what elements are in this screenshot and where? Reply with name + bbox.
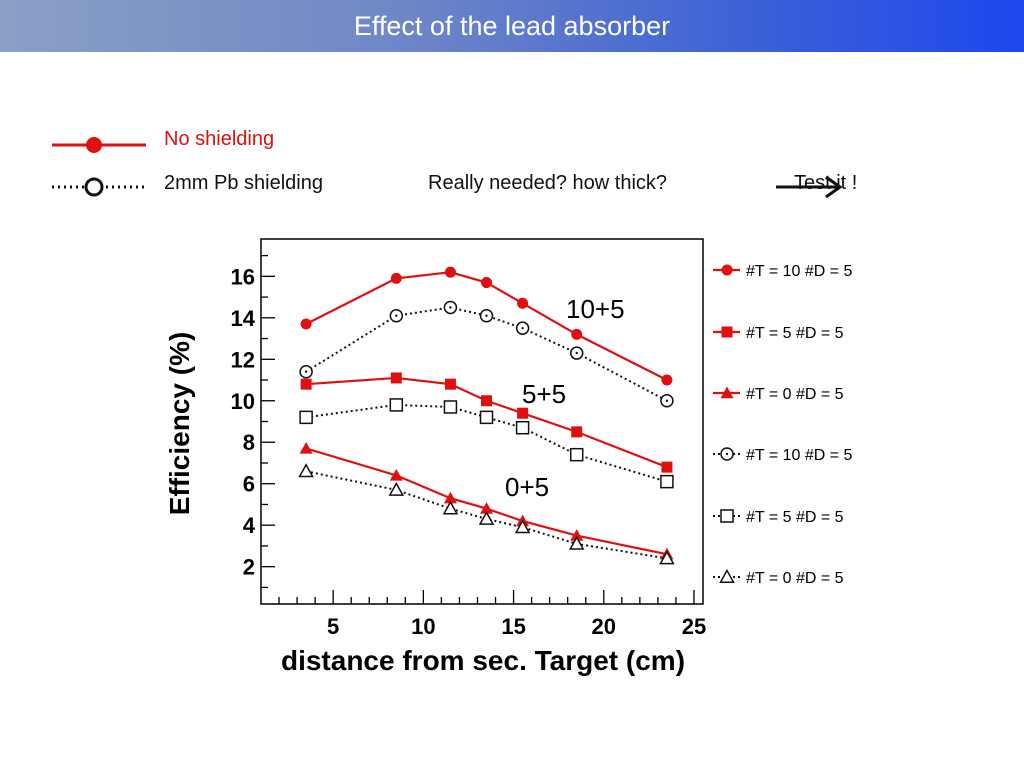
data-point-s6 (568, 535, 585, 550)
x-tick-label: 20 (592, 614, 616, 639)
data-point-s2 (661, 461, 673, 473)
data-point-s5 (299, 410, 313, 425)
data-point-s5 (443, 400, 458, 414)
data-point-s5 (389, 398, 404, 412)
data-point-s1 (300, 318, 312, 330)
legend-marker-3 (720, 386, 734, 399)
data-point-s5 (660, 474, 674, 489)
data-point-s2 (571, 426, 583, 438)
x-tick-label: 10 (411, 614, 435, 639)
legend-marker-6 (719, 568, 735, 583)
data-point-s6 (442, 500, 459, 515)
group-annotation: 10+5 (566, 294, 625, 324)
legend-entry-label: #T = 10 #D = 5 (746, 263, 853, 280)
group-annotation: 5+5 (522, 379, 566, 409)
data-point-s2 (517, 407, 529, 419)
data-point-s3 (299, 441, 313, 454)
data-point-s6 (298, 463, 314, 478)
y-tick-label: 12 (231, 347, 255, 372)
data-point-s3 (480, 502, 494, 514)
y-tick-label: 10 (231, 389, 255, 414)
data-point-s2 (390, 372, 402, 384)
data-point-s1 (481, 277, 493, 289)
data-point-s4-dot (304, 370, 308, 373)
x-axis-label: distance from sec. Target (cm) (281, 645, 685, 676)
data-point-s5 (569, 447, 584, 462)
data-point-s2 (481, 395, 493, 407)
data-point-s1 (444, 266, 456, 278)
data-point-s4-dot (665, 399, 669, 402)
y-tick-label: 14 (231, 306, 256, 331)
legend-marker-4-dot (725, 452, 729, 456)
y-axis-label: Efficiency (%) (164, 332, 195, 516)
slide-title: Effect of the lead absorber (353, 11, 671, 41)
data-point-s6 (514, 519, 531, 534)
data-point-s1 (571, 328, 583, 340)
x-tick-label: 5 (327, 614, 339, 639)
data-point-s4-dot (521, 326, 524, 330)
pb-shielding-marker-sample (84, 177, 104, 197)
question-text: Really needed? how thick? (428, 172, 668, 194)
data-point-s4-dot (395, 314, 398, 317)
legend-marker-5 (720, 509, 734, 523)
y-tick-label: 4 (243, 513, 256, 538)
style-legend-samples (52, 137, 146, 197)
pb-shielding-label: 2mm Pb shielding (164, 172, 323, 194)
data-point-s1 (390, 272, 402, 284)
data-point-s2 (300, 378, 312, 390)
data-point-s3 (389, 468, 403, 481)
legend-marker-2 (721, 326, 733, 338)
no-shielding-marker-sample (86, 137, 102, 153)
y-tick-label: 2 (243, 555, 255, 580)
legend-marker-1 (721, 264, 733, 276)
data-point-s2 (444, 378, 456, 390)
data-point-s5 (515, 420, 530, 435)
legend-entry-label: #T = 5 #D = 5 (746, 325, 844, 342)
x-tick-label: 15 (501, 614, 525, 639)
plot-area (260, 238, 704, 605)
legend-entry-label: #T = 5 #D = 5 (746, 509, 844, 526)
title-bar (0, 0, 1024, 52)
y-tick-label: 16 (231, 264, 255, 289)
data-point-s4-dot (575, 351, 578, 355)
group-annotation: 0+5 (505, 472, 549, 502)
data-point-s6 (659, 550, 675, 565)
data-point-s4-dot (449, 306, 452, 309)
legend-entry-label: #T = 0 #D = 5 (746, 570, 844, 587)
y-tick-label: 8 (243, 430, 255, 455)
no-shielding-label: No shielding (164, 128, 275, 150)
data-point-s3 (443, 491, 457, 504)
legend-entry-label: #T = 10 #D = 5 (746, 447, 853, 464)
y-tick-label: 6 (243, 472, 255, 497)
data-point-s6 (478, 510, 495, 525)
x-tick-label: 25 (682, 614, 706, 639)
arrow-icon (776, 175, 843, 199)
data-point-s1 (661, 374, 673, 386)
data-point-s3 (570, 529, 584, 541)
data-point-s6 (388, 481, 405, 496)
data-point-s5 (479, 410, 494, 425)
data-point-s1 (517, 297, 529, 309)
legend-entry-label: #T = 0 #D = 5 (746, 386, 844, 403)
data-point-s4-dot (485, 314, 488, 317)
